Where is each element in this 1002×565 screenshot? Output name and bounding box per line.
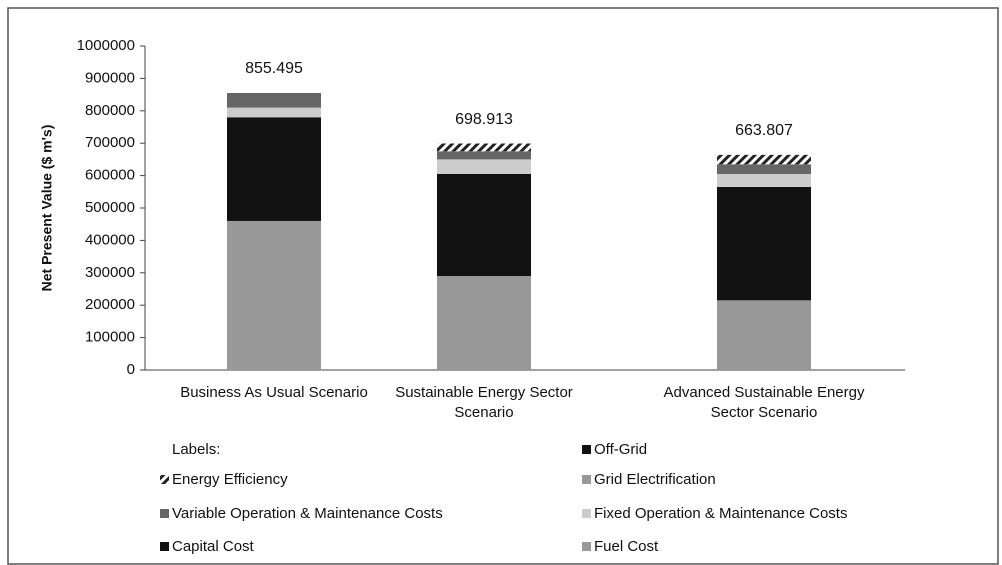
legend-label: Off-Grid bbox=[594, 441, 647, 458]
legend-swatch bbox=[160, 475, 169, 484]
legend-swatch bbox=[582, 542, 591, 551]
x-tick-label: Sustainable Energy Sector Scenario bbox=[395, 384, 573, 421]
y-tick-label: 100000 bbox=[85, 329, 135, 346]
legend-label: Capital Cost bbox=[172, 538, 255, 555]
y-tick-label: 900000 bbox=[85, 69, 135, 86]
y-tick-label: 600000 bbox=[85, 167, 135, 184]
legend-label: Grid Electrification bbox=[594, 471, 716, 488]
bar-segment bbox=[717, 154, 811, 165]
y-tick-label: 200000 bbox=[85, 296, 135, 313]
legend-label: Variable Operation & Maintenance Costs bbox=[172, 505, 443, 522]
y-tick-label: 400000 bbox=[85, 231, 135, 248]
bar-segment bbox=[437, 276, 531, 370]
legend-swatch bbox=[160, 542, 169, 551]
y-tick-label: 700000 bbox=[85, 134, 135, 151]
value-label: 663.807 bbox=[735, 122, 793, 139]
value-label: 855.495 bbox=[245, 60, 303, 77]
bar-segment bbox=[227, 117, 321, 221]
bar-segment bbox=[717, 173, 811, 187]
legend-swatch bbox=[582, 475, 591, 484]
legend-title: Labels: bbox=[172, 441, 220, 458]
bar-segment bbox=[437, 159, 531, 174]
legend-label: Fixed Operation & Maintenance Costs bbox=[594, 505, 847, 522]
legend-label: Fuel Cost bbox=[594, 538, 659, 555]
bar-segment bbox=[437, 143, 531, 152]
y-tick-label: 0 bbox=[127, 361, 135, 378]
legend-swatch bbox=[582, 509, 591, 518]
legend-swatch bbox=[160, 509, 169, 518]
bar-segment bbox=[437, 151, 531, 160]
value-label: 698.913 bbox=[455, 111, 513, 128]
y-tick-label: 800000 bbox=[85, 102, 135, 119]
y-tick-label: 300000 bbox=[85, 264, 135, 281]
legend-label: Energy Efficiency bbox=[172, 471, 288, 488]
y-tick-label: 500000 bbox=[85, 199, 135, 216]
bar-segment bbox=[227, 107, 321, 118]
frame bbox=[7, 7, 999, 565]
bar-segment bbox=[437, 173, 531, 277]
y-axis-label: Net Present Value ($ m's) bbox=[39, 125, 55, 292]
y-tick-label: 1000000 bbox=[77, 37, 135, 54]
x-tick-label: Business As Usual Scenario bbox=[180, 384, 368, 401]
legend-swatch bbox=[582, 445, 591, 454]
x-tick-label: Advanced Sustainable Energy Sector Scena… bbox=[663, 384, 865, 421]
bar-segment bbox=[717, 186, 811, 301]
bar-segment bbox=[717, 164, 811, 174]
bar-segment bbox=[227, 220, 321, 370]
bar-segment bbox=[227, 92, 321, 108]
bar-segment bbox=[717, 300, 811, 370]
